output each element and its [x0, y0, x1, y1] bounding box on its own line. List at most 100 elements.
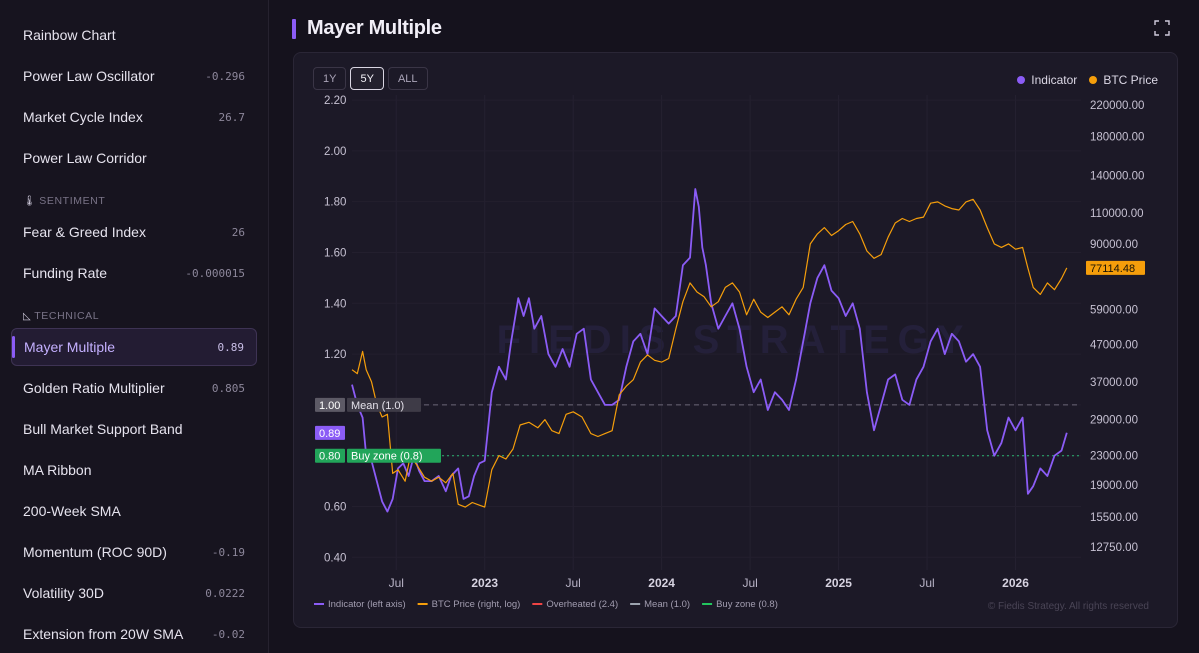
sidebar-item-market-cycle-index[interactable]: Market Cycle Index 26.7: [11, 98, 257, 136]
title-accent: [292, 19, 296, 39]
sidebar-item-golden-ratio-multiplier[interactable]: Golden Ratio Multiplier 0.805: [11, 369, 257, 407]
range-button-1y[interactable]: 1Y: [313, 67, 347, 90]
sidebar-item-extension-20w-sma[interactable]: Extension from 20W SMA -0.02: [11, 615, 257, 653]
current-indicator-badge: 0.89: [319, 428, 340, 440]
y-tick-label-right: 180000.00: [1090, 131, 1144, 143]
legend-dot-indicator: [1017, 76, 1026, 84]
chart-card: 1Y 5Y ALL Indicator BTC Price FIEDIS STR…: [293, 52, 1178, 628]
sidebar-item-fear-greed-index[interactable]: Fear & Greed Index 26: [11, 213, 257, 251]
buy-zone-axis-badge-bg: [315, 448, 345, 463]
y-tick-label-right: 110000.00: [1090, 208, 1144, 220]
y-tick-label-right: 90000.00: [1090, 239, 1138, 251]
y-tick-label-left: 1.40: [324, 298, 346, 310]
bottom-legend-label: Overheated (2.4): [546, 599, 618, 610]
x-tick-label: 2025: [825, 576, 852, 590]
btc-price-series-line: [351, 198, 1068, 508]
x-tick-label: Jul: [389, 576, 404, 590]
range-button-all[interactable]: ALL: [387, 67, 428, 90]
x-tick-label: Jul: [566, 576, 581, 590]
thermometer-icon: 🌡︎: [23, 195, 37, 207]
sidebar-item-label: Funding Rate: [23, 265, 108, 281]
legend-dot-btc-price: [1089, 76, 1098, 84]
sidebar-item-value: 0.805: [211, 381, 245, 395]
current-price-badge-bg: [1086, 260, 1145, 275]
sidebar: Rainbow Chart Power Law Oscillator -0.29…: [0, 0, 269, 653]
sidebar-item-value: 26.7: [218, 110, 246, 124]
buy-zone-line-label: Buy zone (0.8): [351, 451, 423, 463]
x-tick-label: 2026: [1002, 576, 1029, 590]
bottom-legend-label: Indicator (left axis): [328, 599, 406, 610]
mean-line-label-bg: [347, 397, 421, 412]
buy-zone-axis-badge: 0.80: [319, 451, 340, 463]
sidebar-item-value: -0.296: [205, 69, 245, 83]
chart-legend: Indicator BTC Price: [1017, 73, 1158, 87]
sidebar-item-label: Power Law Oscillator: [23, 68, 155, 84]
sidebar-item-power-law-corridor[interactable]: Power Law Corridor: [11, 139, 257, 177]
sidebar-item-momentum-roc[interactable]: Momentum (ROC 90D) -0.19: [11, 533, 257, 571]
y-tick-label-right: 23000.00: [1090, 451, 1138, 463]
current-indicator-badge-bg: [315, 425, 345, 440]
y-tick-label-left: 1.60: [324, 247, 346, 259]
y-tick-label-left: 0.40: [324, 552, 346, 564]
sidebar-item-partial[interactable]: [23, 0, 27, 7]
sidebar-item-ma-ribbon[interactable]: MA Ribbon: [11, 451, 257, 489]
sidebar-item-label: Fear & Greed Index: [23, 224, 146, 240]
mean-line-label: Mean (1.0): [351, 400, 404, 412]
legend-label: Indicator: [1031, 73, 1078, 87]
buy-zone-line-label-bg: [347, 448, 441, 463]
sidebar-item-label: Mayer Multiple: [24, 339, 116, 355]
range-selector: 1Y 5Y ALL: [313, 67, 428, 90]
sidebar-item-value: 26: [231, 225, 245, 239]
legend-item-indicator[interactable]: Indicator: [1017, 73, 1077, 87]
sidebar-item-label: MA Ribbon: [23, 462, 92, 478]
legend-item-btc-price[interactable]: BTC Price: [1089, 73, 1158, 87]
sidebar-item-value: 0.89: [217, 340, 245, 354]
bottom-legend-label: BTC Price (right, log): [432, 599, 521, 610]
y-tick-label-right: 15500.00: [1090, 512, 1138, 524]
x-tick-label: 2024: [648, 576, 675, 590]
y-tick-label-right: 37000.00: [1090, 377, 1138, 389]
sidebar-item-label: Golden Ratio Multiplier: [23, 380, 165, 396]
watermark: FIEDIS STRATEGY: [497, 318, 972, 362]
sidebar-item-label: Extension from 20W SMA: [23, 626, 184, 642]
main-panel: Mayer Multiple 1Y 5Y ALL Indicator BTC P…: [269, 0, 1199, 653]
y-tick-label-left: 2.20: [324, 95, 346, 107]
sidebar-item-label: Market Cycle Index: [23, 109, 143, 125]
copyright-text: © Fiedis Strategy. All rights reserved: [987, 601, 1149, 612]
sidebar-item-funding-rate[interactable]: Funding Rate -0.000015: [11, 254, 257, 292]
section-label: SENTIMENT: [39, 195, 106, 207]
mayer-multiple-chart[interactable]: FIEDIS STRATEGY Jul 2023 Jul 2024 Jul 2025 Jul 2…: [294, 53, 1177, 627]
sidebar-item-rainbow-chart[interactable]: Rainbow Chart: [11, 16, 257, 54]
sidebar-item-value: -0.19: [211, 545, 245, 559]
y-tick-label-right: 59000.00: [1090, 304, 1138, 316]
sidebar-item-volatility-30d[interactable]: Volatility 30D 0.0222: [11, 574, 257, 612]
sidebar-item-power-law-oscillator[interactable]: Power Law Oscillator -0.296: [11, 57, 257, 95]
y-tick-label-right: 140000.00: [1090, 170, 1144, 182]
section-technical: ◺ TECHNICAL: [23, 310, 99, 322]
sidebar-item-label: Volatility 30D: [23, 585, 104, 601]
page-title: Mayer Multiple: [307, 17, 442, 39]
bottom-legend-label: Buy zone (0.8): [716, 599, 778, 610]
y-tick-label-right: 19000.00: [1090, 480, 1138, 492]
triangle-ruler-icon: ◺: [23, 310, 32, 322]
section-sentiment: 🌡︎ SENTIMENT: [23, 195, 105, 207]
y-tick-label-right: 220000.00: [1090, 100, 1144, 112]
bottom-legend-label: Mean (1.0): [644, 599, 690, 610]
current-price-badge: 77114.48: [1090, 263, 1135, 275]
y-tick-label-left: 2.00: [324, 146, 346, 158]
y-tick-label-right: 29000.00: [1090, 415, 1138, 427]
section-label: TECHNICAL: [34, 310, 100, 322]
x-tick-label: Jul: [919, 576, 934, 590]
sidebar-item-mayer-multiple[interactable]: Mayer Multiple 0.89: [11, 328, 257, 366]
legend-label: BTC Price: [1103, 73, 1158, 87]
sidebar-item-value: -0.02: [211, 627, 245, 641]
x-tick-label: Jul: [742, 576, 757, 590]
sidebar-item-200-week-sma[interactable]: 200-Week SMA: [11, 492, 257, 530]
sidebar-item-value: 0.0222: [205, 586, 245, 600]
expand-icon[interactable]: [1154, 20, 1170, 36]
y-tick-label-left: 1.20: [324, 349, 346, 361]
range-button-5y[interactable]: 5Y: [350, 67, 384, 90]
y-tick-label-left: 0.60: [324, 501, 346, 513]
sidebar-item-label: Rainbow Chart: [23, 27, 116, 43]
sidebar-item-bull-market-support-band[interactable]: Bull Market Support Band: [11, 410, 257, 448]
